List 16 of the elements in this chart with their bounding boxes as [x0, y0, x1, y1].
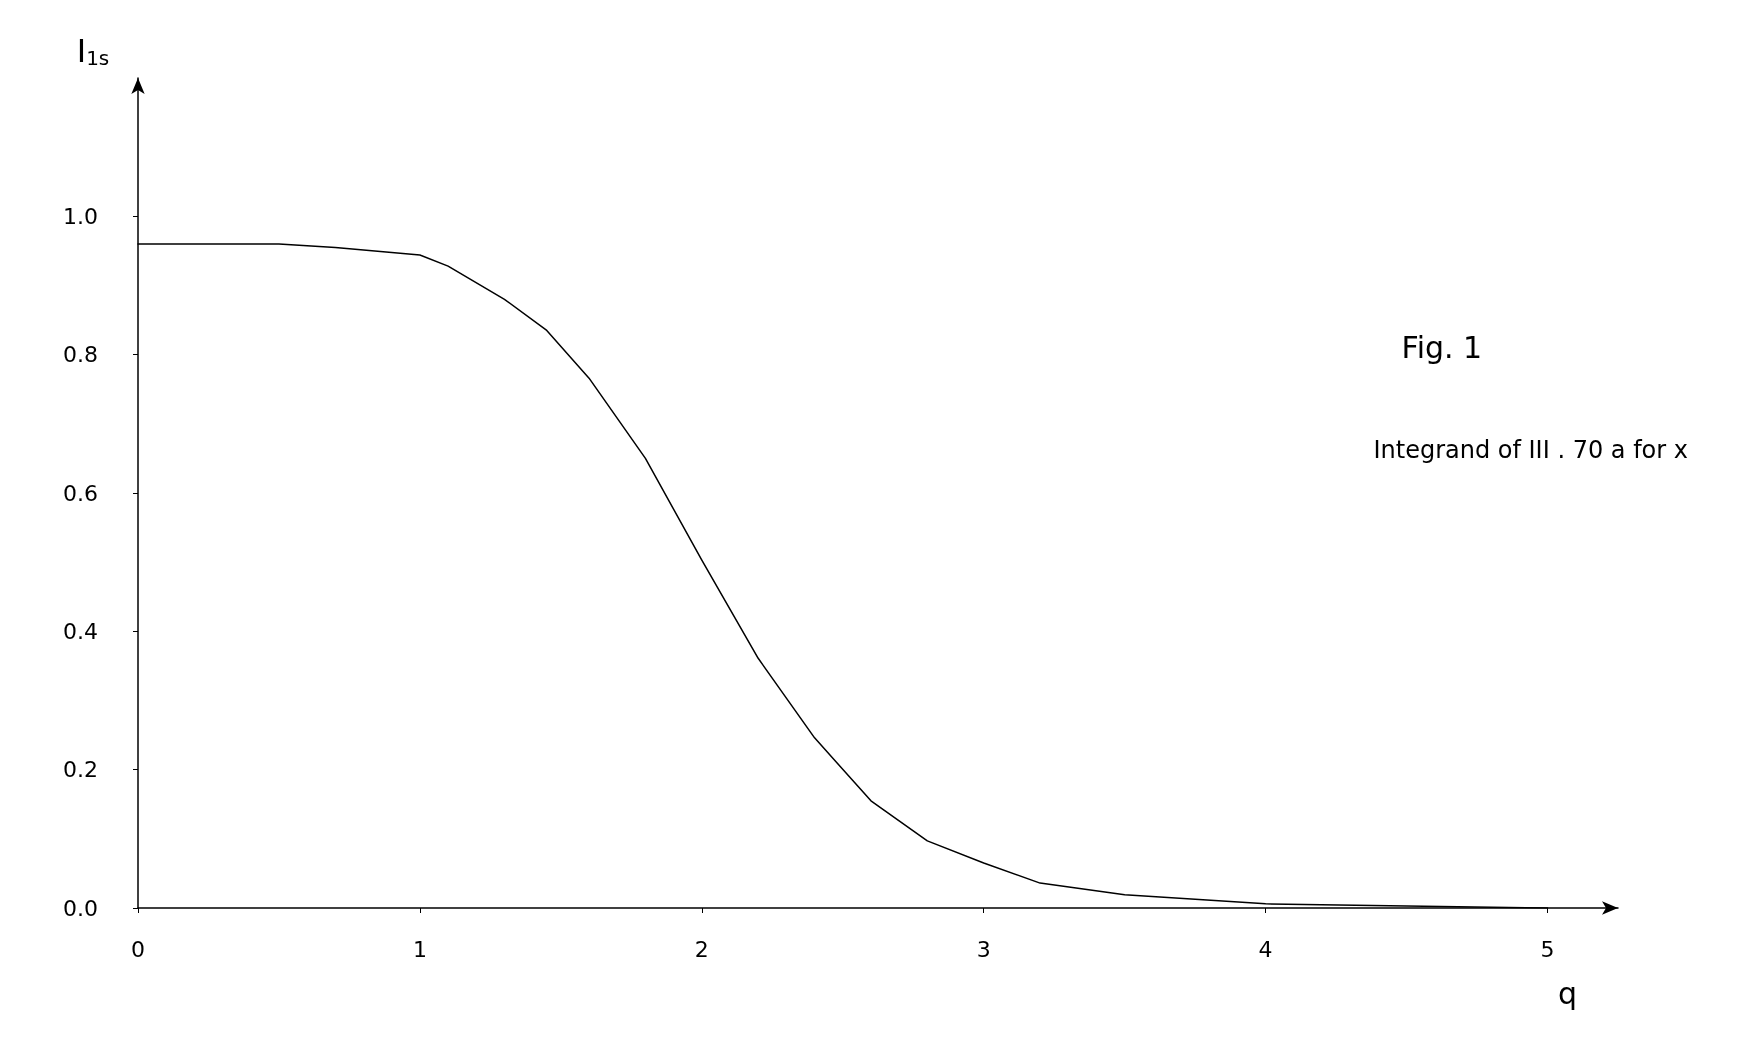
- x-tick-label: 2: [694, 936, 709, 962]
- y-tick-label: 0.8: [63, 342, 98, 368]
- x-tick-label: 1: [412, 936, 427, 962]
- x-axis-title: q: [1558, 975, 1578, 1011]
- y-tick-label: 0.0: [63, 895, 98, 921]
- x-tick-label: 4: [1258, 936, 1273, 962]
- y-tick-label: 0.2: [63, 757, 98, 783]
- annotation: Integrand of III . 70 a for x: [1373, 436, 1689, 464]
- y-axis-title: I1s: [76, 32, 110, 70]
- x-tick-label: 3: [976, 936, 991, 962]
- y-tick-label: 0.4: [63, 618, 98, 644]
- text: Fig. 1: [1401, 329, 1483, 365]
- x-tick-label: 5: [1540, 936, 1555, 962]
- y-tick-label: 1.0: [63, 203, 98, 229]
- y-tick-label: 0.6: [63, 480, 98, 506]
- x-tick-label: 0: [131, 936, 145, 962]
